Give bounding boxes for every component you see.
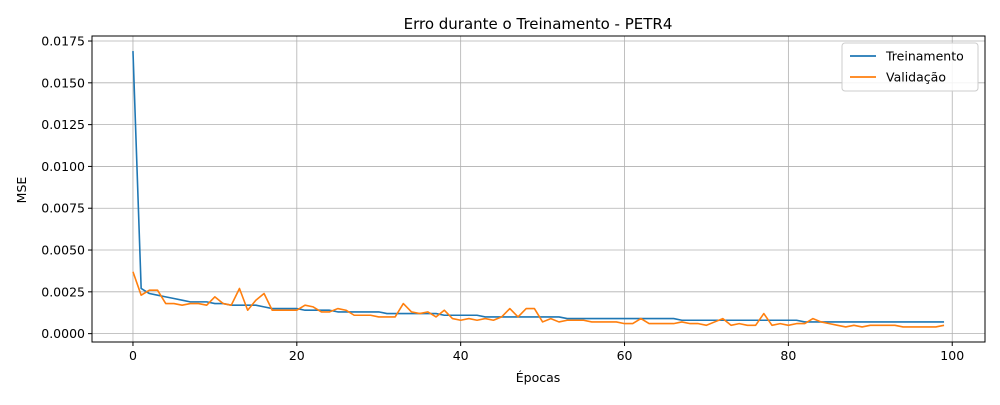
legend: Treinamento Validação [841,42,979,92]
y-tick-label: 0.0125 [41,117,85,132]
y-tick-label: 0.0000 [41,326,85,341]
y-tick-label: 0.0075 [41,201,85,216]
legend-box [841,42,979,92]
x-axis: 0 20 40 60 80 100 [129,342,964,363]
y-tick-label: 0.0175 [41,34,85,49]
x-axis-label: Épocas [516,370,561,385]
chart-title: Erro durante o Treinamento - PETR4 [404,15,673,33]
x-tick-label: 100 [940,348,964,363]
x-tick-label: 0 [129,348,137,363]
x-tick-label: 80 [780,348,796,363]
x-tick-label: 20 [289,348,305,363]
series-line-validacao [132,271,945,328]
plot-frame [91,35,986,343]
y-tick-label: 0.0150 [41,75,85,90]
x-tick-label: 40 [453,348,469,363]
y-tick-label: 0.0025 [41,284,85,299]
y-axis-label: MSE [14,177,29,204]
x-tick-label: 60 [617,348,633,363]
y-tick-label: 0.0100 [41,159,85,174]
y-tick-label: 0.0050 [41,243,85,258]
legend-label: Validação [886,70,946,85]
y-axis: 0.0000 0.0025 0.0050 0.0075 0.0100 0.0125 0.01… [41,34,92,341]
legend-label: Treinamento [885,49,964,64]
series-lines [132,51,945,328]
